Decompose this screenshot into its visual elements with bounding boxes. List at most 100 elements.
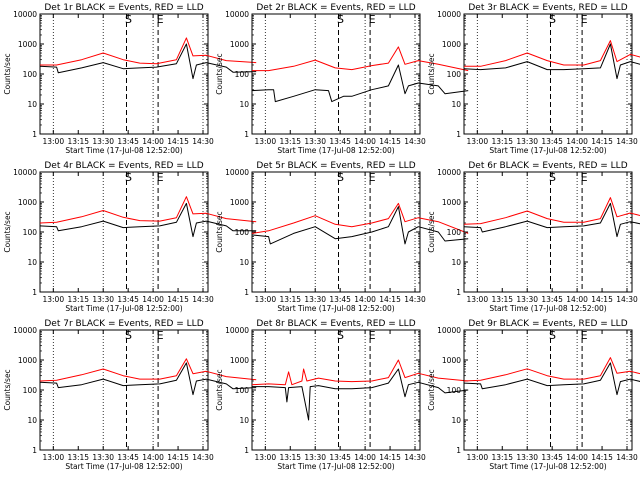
events-series-line xyxy=(463,362,640,396)
x-tick-label: 13:00 xyxy=(466,453,488,462)
lld-series-line xyxy=(39,196,257,224)
plot-frame xyxy=(39,13,209,135)
x-tick-label: 13:30 xyxy=(516,137,538,146)
panel-title: Det 4r BLACK = Events, RED = LLD xyxy=(44,161,203,171)
y-tick-label: 100 xyxy=(235,70,250,79)
y-tick-label: 100 xyxy=(235,228,250,237)
events-series-line xyxy=(251,206,469,245)
x-tick-label: 13:00 xyxy=(42,295,64,304)
y-tick-label: 10 xyxy=(239,100,249,109)
y-axis-label: Counts/sec xyxy=(427,211,436,252)
x-tick-label: 14:30 xyxy=(192,453,214,462)
y-tick-label: 1000 xyxy=(230,356,249,365)
y-tick-label: 100 xyxy=(447,228,462,237)
panel-det-1: Det 1r BLACK = Events, RED = LLD 1 10 100 10… xyxy=(3,3,257,155)
x-tick-label: 14:30 xyxy=(404,453,426,462)
marker-label-s: S xyxy=(125,171,132,184)
x-tick-label: 14:30 xyxy=(404,137,426,146)
x-tick-label: 13:30 xyxy=(92,137,114,146)
lld-series-line xyxy=(463,197,640,225)
panel-det-9: Det 9r BLACK = Events, RED = LLD 1 10 100 10… xyxy=(427,319,640,471)
lld-series-line xyxy=(252,46,469,72)
marker-label-e: E xyxy=(581,329,588,342)
x-tick-label: 14:00 xyxy=(354,453,376,462)
panel-title: Det 1r BLACK = Events, RED = LLD xyxy=(44,3,203,13)
y-tick-label: 1000 xyxy=(230,198,249,207)
x-tick-label: 13:45 xyxy=(541,453,563,462)
y-tick-label: 1 xyxy=(244,130,249,139)
x-tick-label: 14:15 xyxy=(591,453,613,462)
marker-label-e: E xyxy=(369,329,376,342)
x-tick-label: 13:45 xyxy=(541,137,563,146)
lld-series-line xyxy=(251,202,469,234)
lld-series-line xyxy=(464,40,640,67)
y-tick-label: 1 xyxy=(32,288,37,297)
y-tick-label: 1000 xyxy=(442,356,461,365)
x-tick-label: 14:15 xyxy=(167,295,189,304)
lld-series-line xyxy=(39,358,257,382)
marker-label-s: S xyxy=(125,13,132,26)
plot-frame xyxy=(463,329,633,451)
y-axis-label: Counts/sec xyxy=(215,211,224,252)
x-tick-label: 13:30 xyxy=(92,453,114,462)
events-series-line xyxy=(39,202,257,238)
y-tick-label: 10 xyxy=(451,416,461,425)
plot-frame xyxy=(251,171,421,293)
marker-label-s: S xyxy=(337,13,344,26)
x-tick-label: 13:45 xyxy=(329,137,351,146)
panel-title: Det 7r BLACK = Events, RED = LLD xyxy=(44,319,203,329)
y-tick-label: 1 xyxy=(244,288,249,297)
x-tick-label: 14:30 xyxy=(616,137,638,146)
panel-det-3: Det 3r BLACK = Events, RED = LLD 1 10 100 10… xyxy=(427,3,640,155)
x-tick-label: 13:15 xyxy=(279,295,301,304)
x-tick-label: 13:45 xyxy=(117,453,139,462)
panel-title: Det 9r BLACK = Events, RED = LLD xyxy=(468,319,627,329)
marker-label-s: S xyxy=(337,329,344,342)
panel-det-7: Det 7r BLACK = Events, RED = LLD 1 10 100 10… xyxy=(3,319,257,471)
panel-title: Det 2r BLACK = Events, RED = LLD xyxy=(256,3,415,13)
panel-title: Det 8r BLACK = Events, RED = LLD xyxy=(256,319,415,329)
y-tick-label: 10 xyxy=(451,258,461,267)
y-tick-label: 10000 xyxy=(13,168,37,177)
x-tick-label: 14:00 xyxy=(566,137,588,146)
y-tick-label: 10000 xyxy=(225,168,249,177)
marker-label-s: S xyxy=(549,171,556,184)
x-tick-label: 13:30 xyxy=(304,137,326,146)
y-tick-label: 100 xyxy=(23,386,38,395)
x-tick-label: 14:15 xyxy=(379,295,401,304)
events-series-line xyxy=(39,362,257,396)
y-tick-label: 1000 xyxy=(18,40,37,49)
x-tick-label: 14:15 xyxy=(167,453,189,462)
x-tick-label: 14:30 xyxy=(192,137,214,146)
x-tick-label: 13:15 xyxy=(491,453,513,462)
lld-series-line xyxy=(40,37,257,66)
x-tick-label: 13:45 xyxy=(117,295,139,304)
x-axis-label: Start Time (17-Jul-08 12:52:00) xyxy=(65,462,182,471)
x-axis-label: Start Time (17-Jul-08 12:52:00) xyxy=(65,146,182,155)
x-tick-label: 13:00 xyxy=(254,295,276,304)
y-tick-label: 10000 xyxy=(13,326,37,335)
panel-det-5: Det 5r BLACK = Events, RED = LLD 1 10 100 10… xyxy=(215,161,469,313)
x-tick-label: 13:45 xyxy=(541,295,563,304)
x-tick-label: 14:30 xyxy=(616,295,638,304)
x-tick-label: 13:15 xyxy=(67,453,89,462)
events-series-line xyxy=(463,43,640,80)
y-tick-label: 1000 xyxy=(18,198,37,207)
y-tick-label: 1000 xyxy=(442,40,461,49)
x-tick-label: 14:15 xyxy=(591,137,613,146)
x-tick-label: 14:30 xyxy=(404,295,426,304)
y-tick-label: 1 xyxy=(32,446,37,455)
panel-det-4: Det 4r BLACK = Events, RED = LLD 1 10 100 10… xyxy=(3,161,257,313)
y-axis-label: Counts/sec xyxy=(427,53,436,94)
x-axis-label: Start Time (17-Jul-08 12:52:00) xyxy=(277,146,394,155)
plot-frame xyxy=(251,329,421,451)
y-tick-label: 10000 xyxy=(437,326,461,335)
x-tick-label: 13:15 xyxy=(67,137,89,146)
x-tick-label: 13:15 xyxy=(491,137,513,146)
y-tick-label: 10000 xyxy=(225,10,249,19)
x-tick-label: 13:30 xyxy=(92,295,114,304)
y-tick-label: 100 xyxy=(23,70,38,79)
y-tick-label: 1 xyxy=(32,130,37,139)
y-tick-label: 100 xyxy=(235,386,250,395)
panel-det-2: Det 2r BLACK = Events, RED = LLD 1 10 100 10… xyxy=(215,3,469,155)
